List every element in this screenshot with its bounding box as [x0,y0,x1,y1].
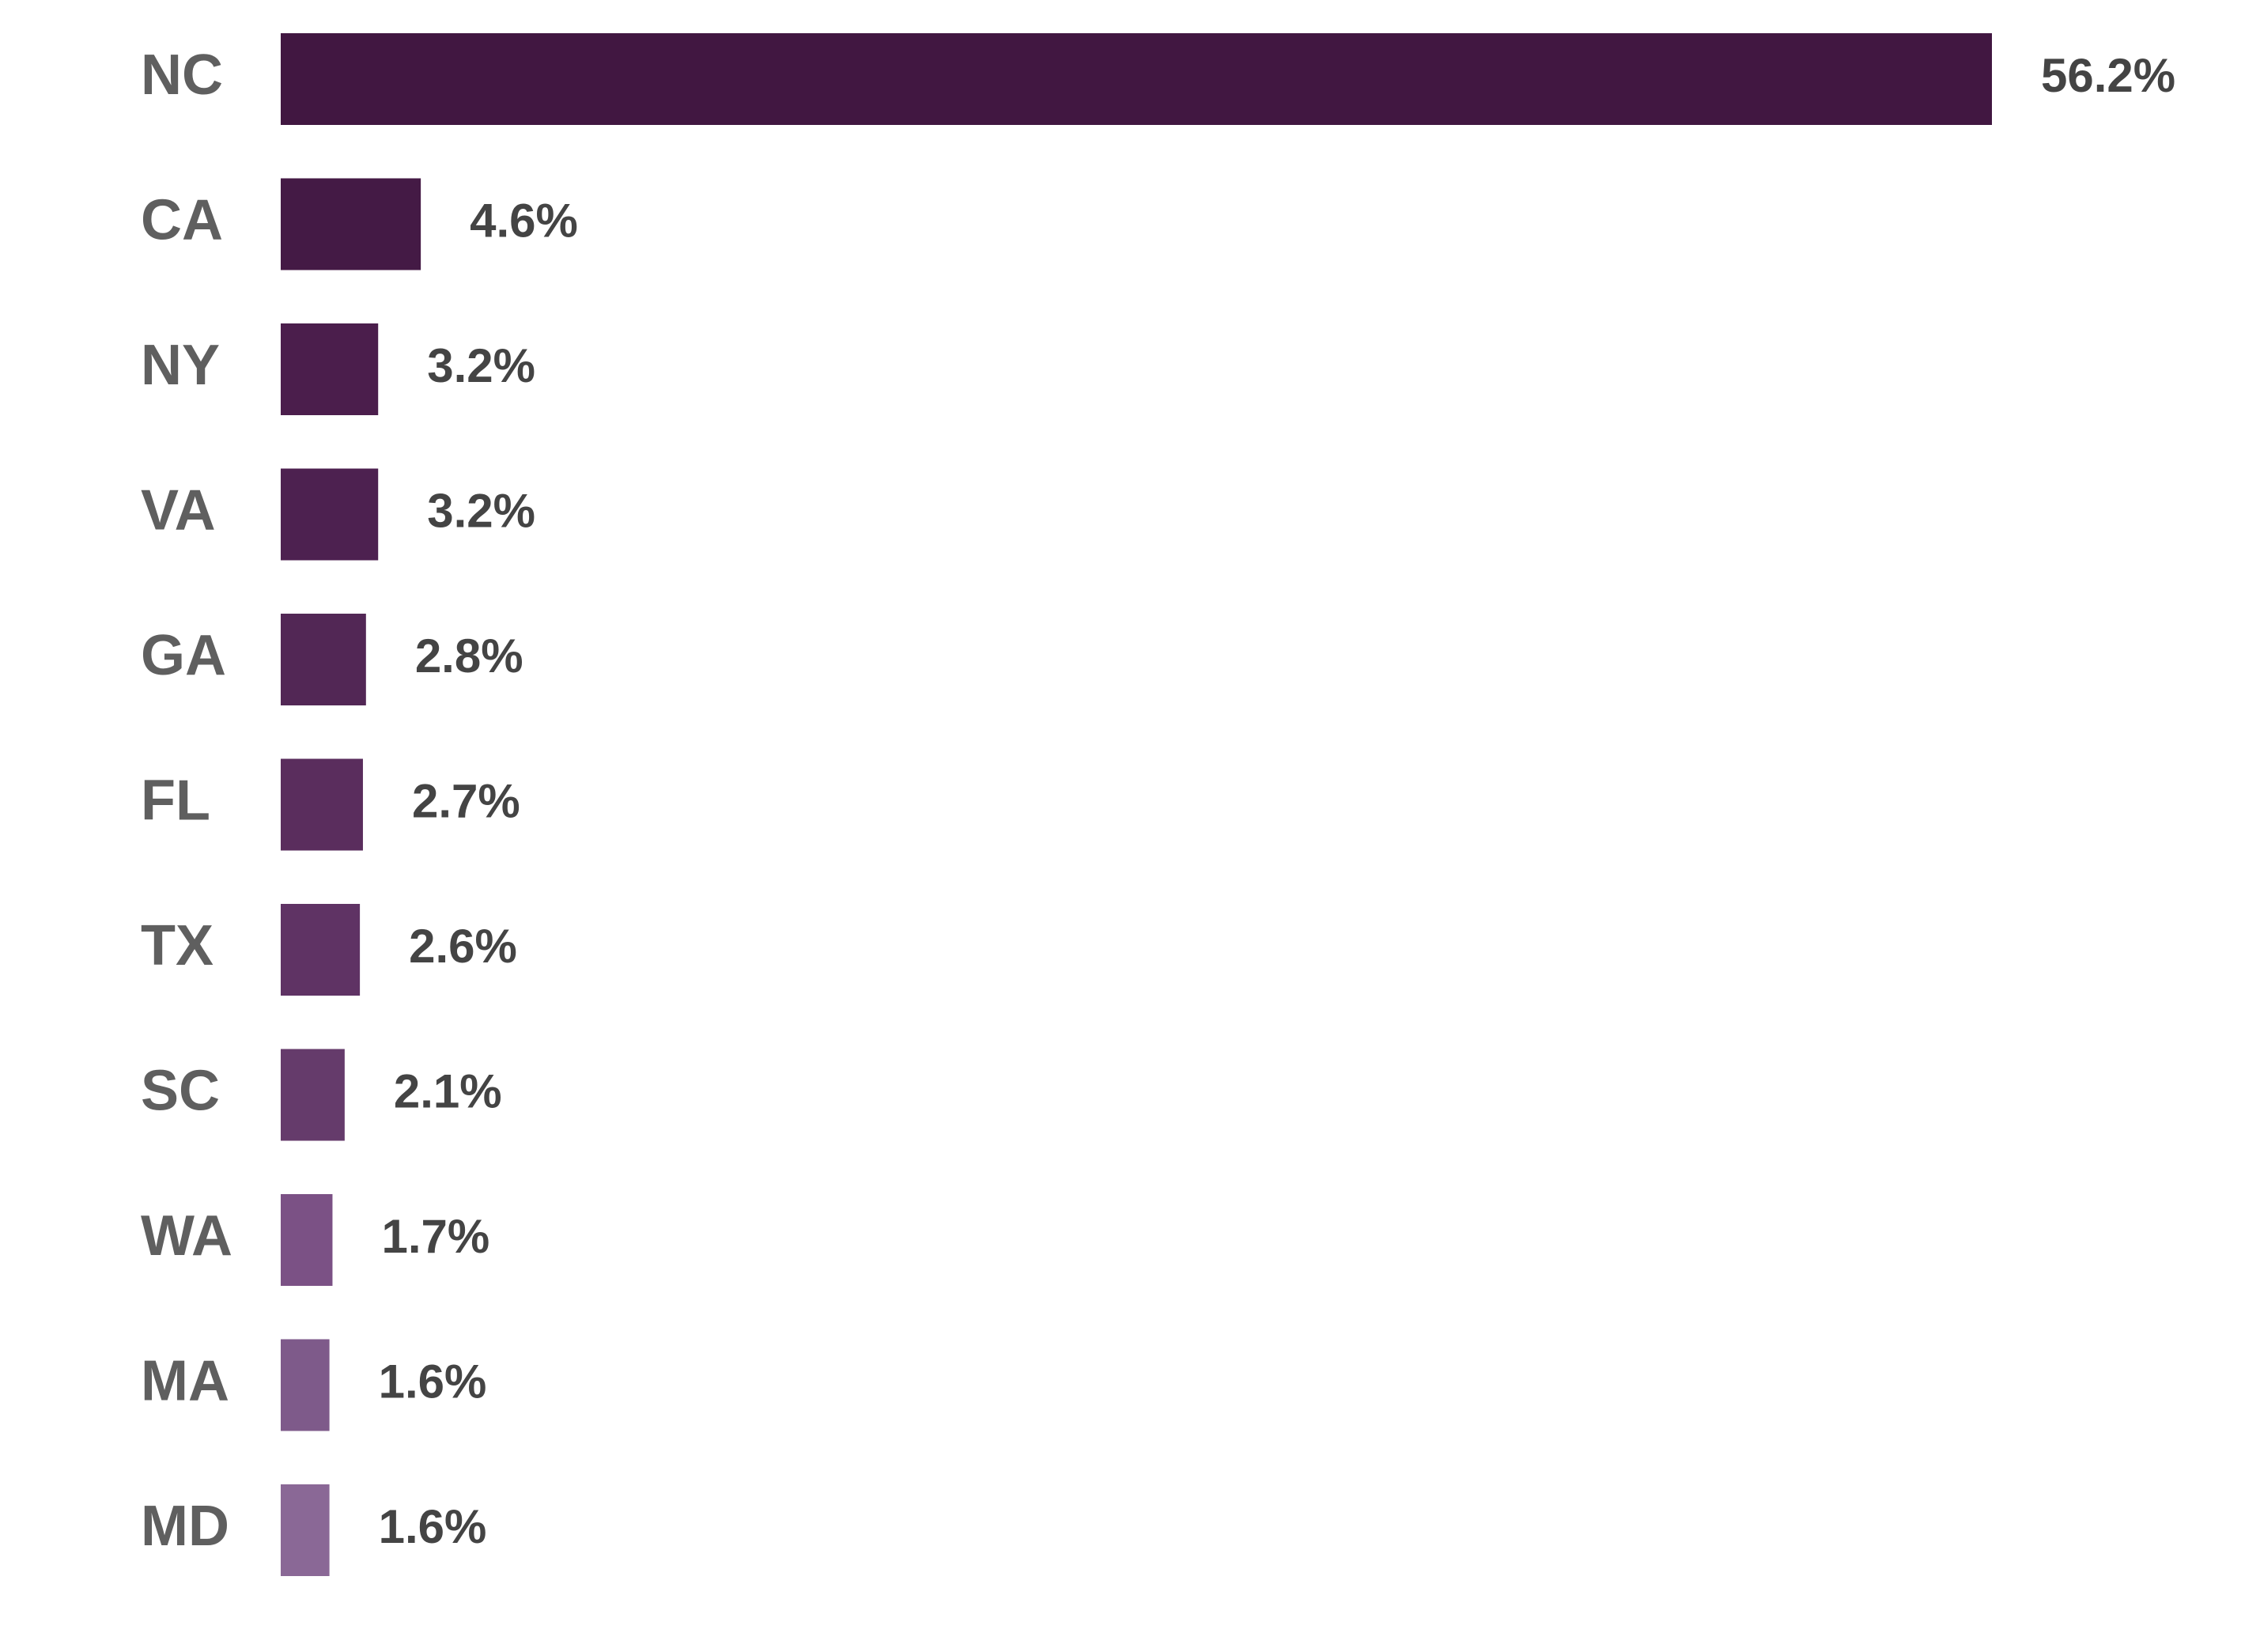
category-label-nc: NC [141,43,223,107]
bar-md [281,1484,330,1576]
value-label-sc: 2.1% [394,1064,502,1117]
value-label-ca: 4.6% [470,194,578,247]
category-label-wa: WA [141,1204,232,1268]
category-label-tx: TX [141,914,214,977]
value-label-ny: 3.2% [427,339,535,392]
category-label-ny: NY [141,334,220,397]
value-label-nc: 56.2% [2041,49,2175,102]
bar-ca [281,178,421,270]
category-label-sc: SC [141,1060,220,1123]
bar-ma [281,1339,330,1431]
category-label-fl: FL [141,769,210,833]
value-label-va: 3.2% [427,484,535,537]
bar-nc [281,33,1992,125]
value-label-fl: 2.7% [412,774,520,827]
category-label-md: MD [141,1495,229,1558]
category-label-ga: GA [141,624,226,687]
value-label-md: 1.6% [379,1500,487,1553]
bar-va [281,468,379,561]
category-label-ca: CA [141,189,223,252]
bar-ga [281,614,366,705]
bar-tx [281,904,361,996]
bar-wa [281,1194,333,1286]
category-label-va: VA [141,479,216,542]
value-label-ma: 1.6% [379,1355,487,1408]
value-label-tx: 2.6% [409,920,517,973]
bar-ny [281,323,379,415]
bar-fl [281,758,363,851]
value-label-wa: 1.7% [381,1210,489,1263]
category-label-ma: MA [141,1350,229,1413]
value-label-ga: 2.8% [415,629,523,682]
bar-sc [281,1049,345,1141]
